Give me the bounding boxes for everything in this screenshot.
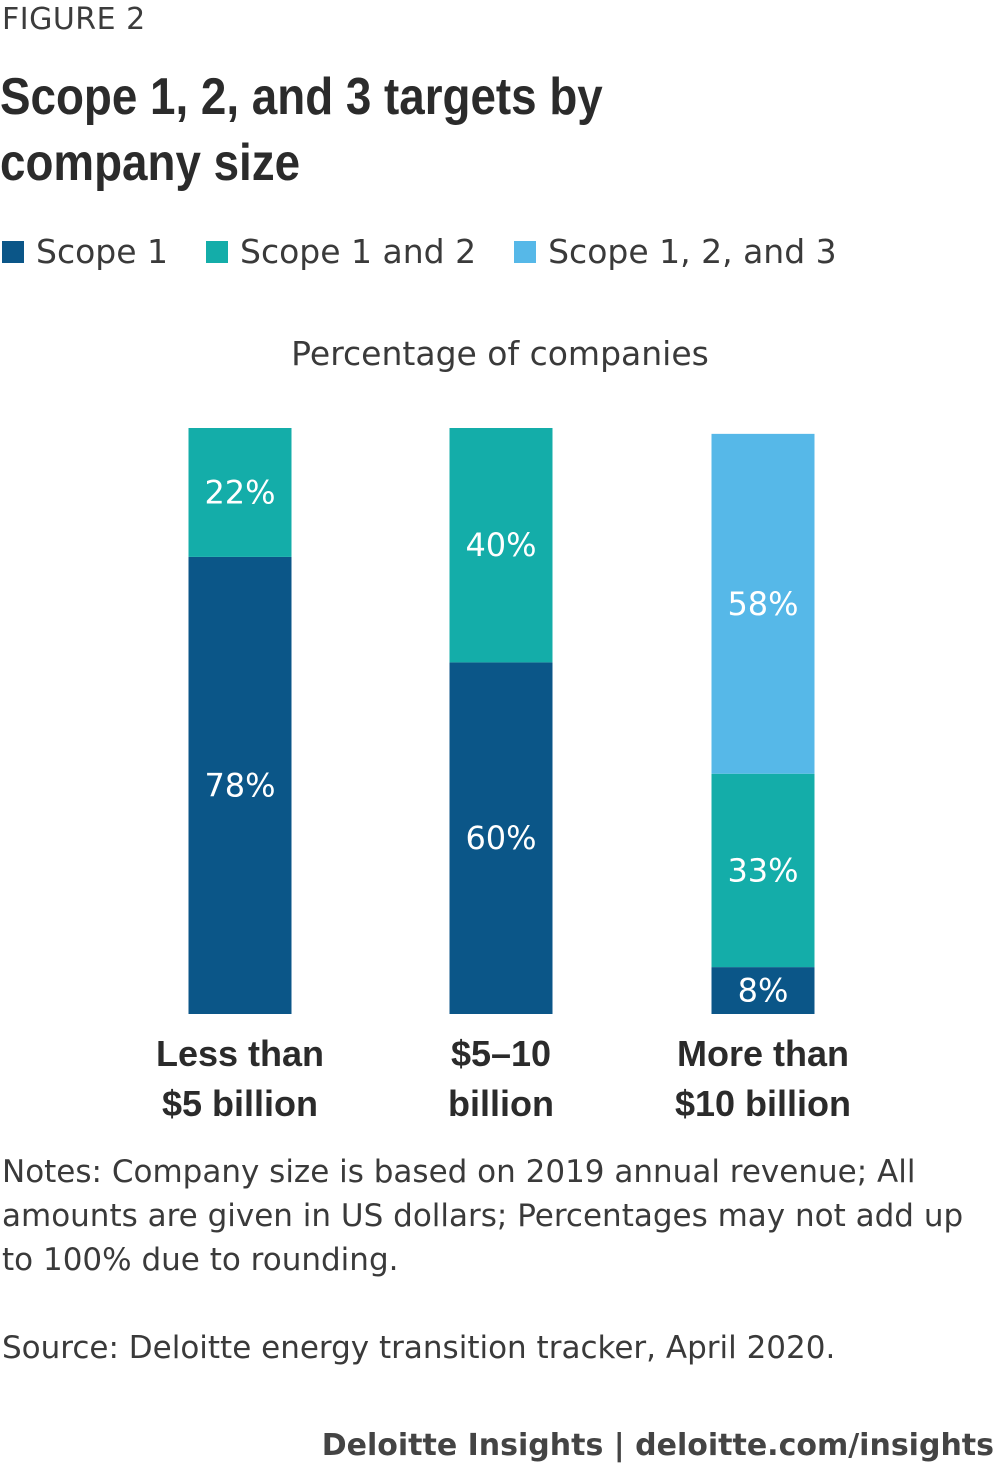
legend-label-scope-1: Scope 1	[36, 232, 169, 271]
category-label-2-line-1: $5–10	[451, 1033, 551, 1074]
bar-segment-scope-1-and-2-1	[188, 428, 292, 557]
data-label-scope-1-2-and-3-3: 58%	[727, 585, 798, 623]
legend-swatch-scope-1	[2, 240, 24, 263]
bar-segment-scope-1-and-2-3	[711, 773, 815, 968]
legend-label-scope-1-and-2: Scope 1 and 2	[240, 232, 477, 271]
data-label-scope-1-2: 60%	[465, 819, 536, 857]
category-label-3-line-1: More than	[677, 1033, 849, 1074]
figure-label: FIGURE 2	[2, 2, 146, 37]
category-label-2-line-2: billion	[448, 1083, 554, 1124]
chart-title: Scope 1, 2, and 3 targets by company siz…	[0, 68, 603, 192]
bar-segment-scope-1-1	[188, 556, 292, 1014]
data-label-scope-1-1: 78%	[204, 766, 275, 804]
data-label-scope-1-and-2-2: 40%	[465, 526, 536, 564]
data-label-scope-1-and-2-1: 22%	[204, 473, 275, 511]
data-label-scope-1-3: 8%	[738, 972, 789, 1010]
footer-credit: Deloitte Insights | deloitte.com/insight…	[321, 1428, 994, 1463]
category-label-3-line-2: $10 billion	[675, 1083, 851, 1124]
legend-item-scope-1: Scope 1	[2, 232, 168, 271]
chart-subtitle: Percentage of companies	[291, 334, 709, 373]
data-label-scope-1-and-2-3: 33%	[727, 851, 798, 889]
legend-swatch-scope-1-and-2	[206, 240, 229, 263]
stacked-bar-chart: 78% 22% Less than $5 billion 60% 40% $5–10 bill…	[156, 428, 851, 1124]
source: Source: Deloitte energy transition track…	[2, 1330, 836, 1366]
bar-segment-scope-1-2	[449, 662, 553, 1014]
legend-item-scope-1-and-2: Scope 1 and 2	[206, 232, 476, 271]
legend-item-scope-1-2-and-3: Scope 1, 2, and 3	[514, 232, 837, 271]
legend: Scope 1 Scope 1 and 2 Scope 1, 2, and 3	[2, 232, 875, 271]
category-label-1-line-2: $5 billion	[162, 1083, 318, 1124]
bar-segment-scope-1-2-and-3-3	[711, 433, 815, 774]
legend-swatch-scope-1-2-and-3	[514, 240, 537, 263]
legend-label-scope-1-2-and-3: Scope 1, 2, and 3	[548, 232, 837, 271]
category-label-1-line-1: Less than	[156, 1033, 324, 1074]
bar-segment-scope-1-and-2-2	[449, 428, 553, 663]
notes: Notes: Company size is based on 2019 ann…	[2, 1154, 964, 1278]
bar-segment-scope-1-3	[711, 967, 815, 1014]
